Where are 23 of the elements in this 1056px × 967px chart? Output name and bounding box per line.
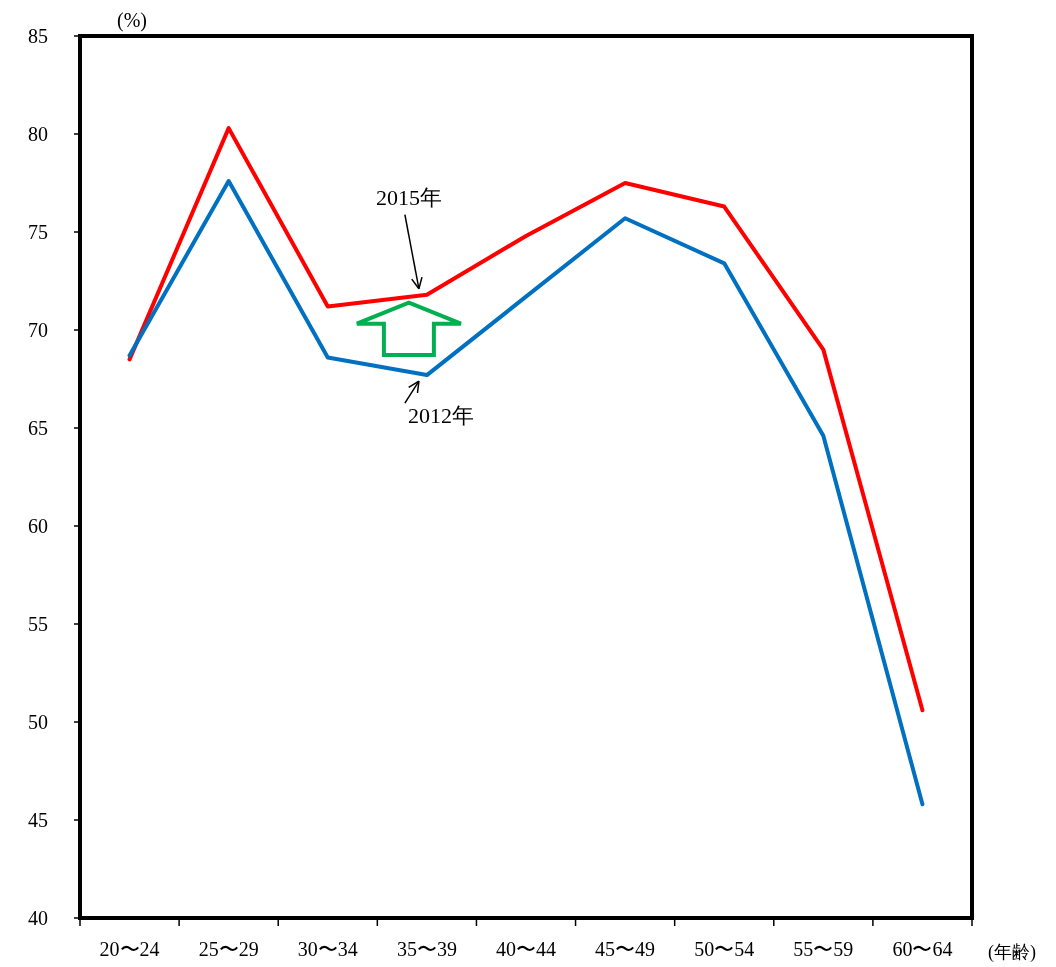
y-tick-label: 75: [28, 221, 48, 243]
y-tick-label: 80: [28, 123, 48, 145]
x-tick-label: 20〜24: [99, 938, 160, 960]
y-tick-label: 55: [28, 613, 48, 635]
x-tick-label: 25〜29: [198, 938, 259, 960]
series-label: 2012年: [407, 403, 474, 429]
y-tick-label: 45: [28, 809, 48, 831]
x-tick-label: 40〜44: [496, 938, 556, 960]
y-tick-label: 70: [28, 319, 48, 341]
x-tick-label: 50〜54: [694, 938, 755, 960]
x-tick-label: 60〜64: [892, 938, 953, 960]
x-tick-label: 30〜34: [297, 938, 358, 960]
y-tick-label: 40: [28, 907, 48, 929]
x-axis-title: (年齢): [988, 942, 1036, 963]
x-tick-label: 35〜39: [396, 938, 457, 960]
y-tick-label: 65: [28, 417, 48, 439]
x-tick-label: 55〜59: [793, 938, 854, 960]
y-tick-label: 85: [28, 25, 48, 47]
text: 2015年: [375, 184, 442, 210]
y-tick-label: 50: [28, 711, 48, 733]
y-axis-title: (%): [117, 9, 147, 32]
x-tick-label: 45〜49: [595, 938, 656, 960]
y-tick-label: 60: [28, 515, 48, 537]
